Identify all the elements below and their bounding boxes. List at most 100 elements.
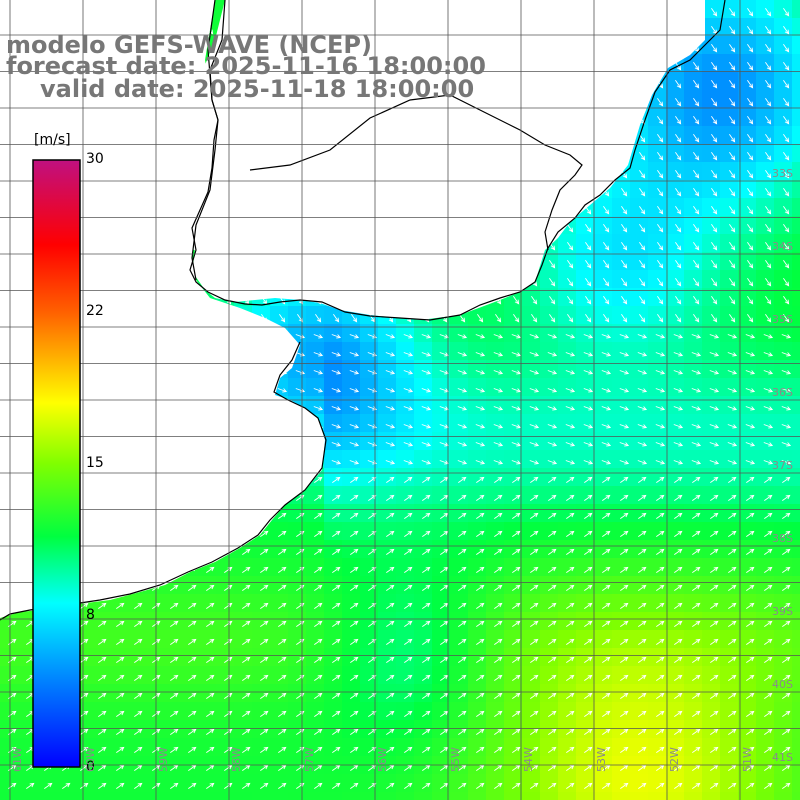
wind-arrow	[782, 692, 791, 699]
field-cell	[630, 504, 649, 523]
field-cell	[486, 486, 505, 505]
wind-arrow	[692, 494, 701, 501]
wind-arrow	[386, 476, 395, 483]
field-cell	[576, 396, 595, 415]
wind-arrow	[332, 764, 341, 771]
wind-arrow	[512, 602, 521, 609]
wind-arrow	[710, 566, 719, 573]
field-cell	[504, 414, 523, 433]
wind-arrow	[746, 494, 755, 501]
wind-arrow	[620, 602, 629, 609]
field-cell	[396, 684, 415, 703]
wind-arrow	[458, 656, 467, 663]
wind-arrow	[116, 710, 125, 717]
field-cell	[540, 738, 559, 757]
field-cell	[684, 396, 703, 415]
wind-arrow	[638, 476, 647, 483]
wind-arrow	[512, 512, 521, 519]
wind-arrow	[747, 152, 754, 161]
field-cell	[0, 738, 19, 757]
field-cell	[504, 738, 523, 757]
field-cell	[774, 216, 793, 235]
wind-arrow	[512, 692, 521, 699]
field-cell	[396, 540, 415, 559]
wind-arrow	[746, 728, 755, 735]
wind-arrow	[675, 296, 682, 305]
wind-arrow	[458, 566, 467, 573]
field-cell	[558, 270, 577, 289]
field-cell	[594, 216, 613, 235]
wind-arrow	[458, 620, 467, 627]
wind-arrow	[530, 746, 539, 753]
wind-arrow	[745, 442, 756, 447]
wind-arrow	[620, 530, 629, 537]
field-cell	[558, 306, 577, 325]
field-cell	[738, 234, 757, 253]
field-cell	[432, 774, 451, 793]
wind-arrow	[98, 638, 107, 645]
field-cell	[522, 666, 541, 685]
field-cell	[450, 432, 469, 451]
wind-arrow	[747, 260, 754, 269]
wind-arrow	[746, 476, 755, 483]
field-cell	[414, 450, 433, 469]
field-cell	[540, 432, 559, 451]
wind-arrow	[709, 406, 720, 411]
field-cell	[540, 486, 559, 505]
field-cell	[756, 702, 775, 721]
wind-arrow	[549, 260, 556, 269]
field-cell	[630, 162, 649, 181]
field-cell	[792, 648, 800, 667]
field-cell	[342, 720, 361, 739]
wind-arrow	[781, 424, 792, 429]
field-cell	[720, 576, 739, 595]
wind-arrow	[547, 334, 558, 339]
wind-arrow	[783, 188, 790, 197]
wind-arrow	[692, 674, 701, 681]
lon-label: 59W	[157, 747, 170, 772]
field-cell	[738, 126, 757, 145]
wind-arrow	[729, 278, 736, 287]
wind-arrow	[368, 674, 377, 681]
field-cell	[162, 612, 181, 631]
field-cell	[702, 342, 721, 361]
field-cell	[792, 126, 800, 145]
field-cell	[594, 576, 613, 595]
wind-arrow	[242, 620, 251, 627]
field-cell	[738, 360, 757, 379]
wind-arrow	[783, 278, 790, 287]
field-cell	[594, 738, 613, 757]
field-cell	[180, 630, 199, 649]
wind-arrow	[368, 710, 377, 717]
wind-arrow	[747, 314, 754, 323]
wind-arrow	[601, 406, 612, 411]
wind-arrow	[710, 476, 719, 483]
field-cell	[756, 774, 775, 793]
wind-arrow	[188, 656, 197, 663]
field-cell	[504, 576, 523, 595]
field-cell	[756, 558, 775, 577]
field-cell	[666, 216, 685, 235]
field-cell	[666, 486, 685, 505]
wind-arrow	[457, 406, 468, 411]
wind-arrow	[206, 746, 215, 753]
field-cell	[468, 576, 487, 595]
field-cell	[738, 486, 757, 505]
field-cell	[126, 720, 145, 739]
wind-arrow	[747, 170, 754, 179]
field-cell	[342, 558, 361, 577]
field-cell	[630, 378, 649, 397]
wind-arrow	[116, 620, 125, 627]
wind-arrow	[404, 584, 413, 591]
field-cell	[396, 378, 415, 397]
wind-arrow	[728, 764, 737, 771]
field-cell	[360, 648, 379, 667]
field-cell	[612, 612, 631, 631]
wind-arrow	[385, 460, 396, 465]
wind-arrow	[404, 530, 413, 537]
wind-arrow	[422, 692, 431, 699]
wind-arrow	[314, 584, 323, 591]
field-cell	[738, 18, 757, 37]
wind-arrow	[530, 782, 539, 789]
field-cell	[738, 252, 757, 271]
